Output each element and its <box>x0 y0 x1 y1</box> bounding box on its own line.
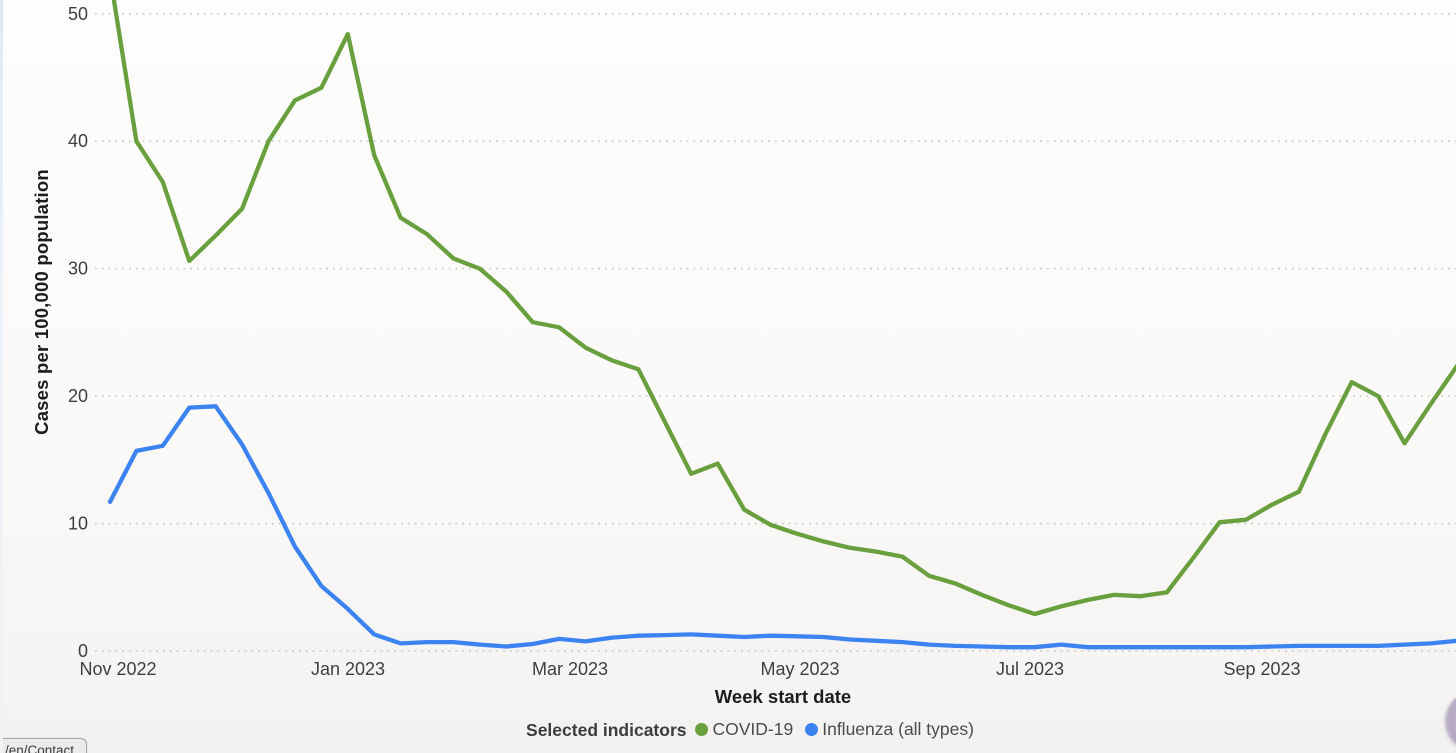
legend-item-covid-19[interactable]: COVID-19 <box>695 719 794 740</box>
influenza-all-types-legend-dot <box>805 723 819 736</box>
y-axis-tick-label: 10 <box>68 514 88 534</box>
x-axis-tick-label: Jan 2023 <box>311 659 385 679</box>
legend-items: COVID-19 Influenza (all types) <box>695 719 986 741</box>
influenza-all-types-line[interactable] <box>107 404 1456 650</box>
x-axis-tick-label: Nov 2022 <box>79 659 156 679</box>
y-axis-tick-label: 0 <box>78 641 88 661</box>
y-axis-tick-label: 20 <box>68 386 88 406</box>
legend-item-influenza-all-types[interactable]: Influenza (all types) <box>805 719 974 740</box>
covid-19-legend-dot <box>695 723 709 736</box>
x-axis-tick-label: Mar 2023 <box>532 659 608 679</box>
covid-19-line[interactable] <box>110 0 1456 617</box>
legend-title: Selected indicators <box>526 719 687 740</box>
y-axis-title: Cases per 100,000 population <box>31 169 52 435</box>
legend: Selected indicators COVID-19 Influenza (a… <box>526 719 986 741</box>
x-axis-title: Week start date <box>714 686 852 707</box>
window-left-edge <box>0 0 3 753</box>
floating-widget-button[interactable] <box>1445 691 1456 751</box>
legend-item-label: COVID-19 <box>712 719 794 739</box>
x-axis-tick-label: Sep 2023 <box>1223 659 1300 679</box>
x-axis-tick-label: Jul 2023 <box>996 659 1064 679</box>
y-axis-tick-label: 30 <box>68 259 88 279</box>
y-axis-tick-label: 40 <box>68 131 88 151</box>
y-axis-tick-label: 50 <box>68 4 88 24</box>
link-preview-tooltip: /en/Contact <box>0 738 88 753</box>
legend-item-label: Influenza (all types) <box>822 719 974 739</box>
x-axis-tick-label: May 2023 <box>760 659 839 679</box>
